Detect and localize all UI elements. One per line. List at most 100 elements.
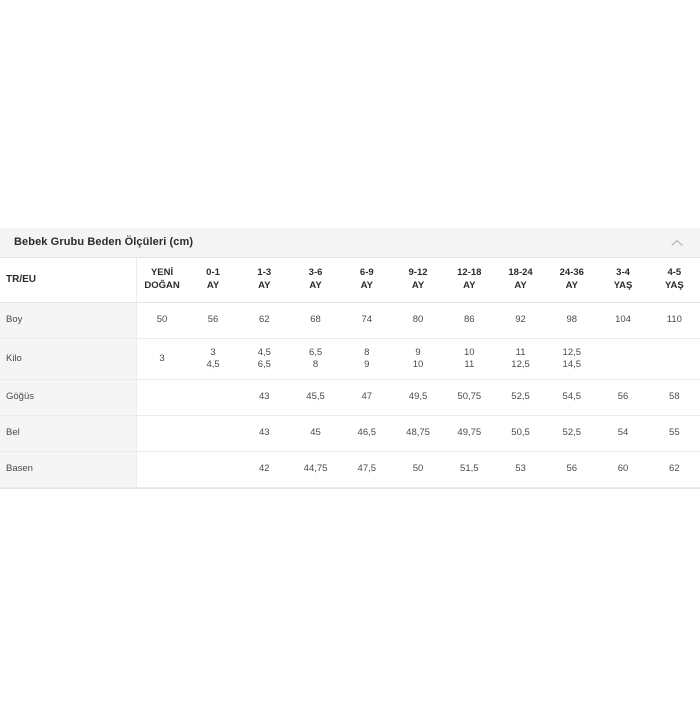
cell-value-line1: 11	[515, 346, 526, 358]
cell-value-line1: 12,5	[562, 346, 582, 358]
cell-value-line1: 44,75	[303, 463, 328, 475]
table-cell: 12,5 14,5	[546, 338, 598, 380]
column-header-line1: 18-24	[508, 267, 533, 279]
column-header-line2: AY	[360, 280, 373, 291]
column-header-line1: 0-1	[206, 267, 220, 279]
table-row: Basen 42 44,75 47,5 50 51,5 53 56 60 62	[0, 451, 700, 488]
cell-value-line1: 47,5	[357, 463, 377, 475]
cell-value-line1: 49,5	[408, 391, 428, 403]
cell-value-line1: 47	[361, 391, 373, 403]
cell-value-line1: 56	[617, 391, 629, 403]
cell-value-line2: 9	[364, 359, 370, 370]
column-header: 3-4 YAŞ	[597, 258, 649, 303]
cell-value-line1: 50,5	[511, 427, 530, 439]
cell-value-line2: 14,5	[562, 359, 582, 370]
cell-value-line1: 68	[310, 314, 321, 326]
table-cell: 4,5 6,5	[238, 338, 290, 380]
table-header-row: TR/EU YENİ DOĞAN 0-1 AY 1-3 AY 3-6	[0, 258, 700, 303]
table-cell: 10 11	[443, 338, 495, 380]
table-cell: 51,5	[443, 451, 495, 488]
cell-value-line1: 74	[361, 314, 373, 326]
table-header-row-group: TR/EU YENİ DOĞAN 0-1 AY 1-3 AY 3-6	[0, 258, 700, 303]
cell-value-line1: 43	[259, 391, 270, 403]
table-cell: 3 4,5	[187, 338, 239, 380]
column-header-line2: AY	[258, 280, 271, 291]
table-row: Boy 50 56 62 68 74 80 86 92 98 104 110	[0, 302, 700, 339]
cell-value-line1: 10	[464, 346, 475, 358]
cell-value-line1: 62	[259, 314, 270, 326]
table-bottom-border	[0, 488, 700, 489]
table-cell: 45	[289, 415, 342, 452]
column-header: 9-12 AY	[392, 258, 444, 303]
table-cell: 43	[238, 379, 290, 416]
cell-value-line1: 58	[669, 391, 680, 403]
cell-value-line1: 110	[666, 314, 682, 326]
column-header: 3-6 AY	[289, 258, 342, 303]
cell-value-line1: 50,75	[457, 391, 482, 403]
table-cell: 56	[546, 451, 598, 488]
column-header: YENİ DOĞAN	[136, 258, 188, 303]
cell-value-line1: 43	[259, 427, 270, 439]
cell-value-line1: 98	[566, 314, 578, 326]
cell-value-line2: 8	[312, 359, 319, 370]
column-header: 6-9 AY	[341, 258, 393, 303]
cell-value-line1: 49,75	[457, 427, 482, 439]
table-cell	[136, 415, 188, 452]
cell-value-line1: 62	[669, 463, 680, 475]
column-header: 12-18 AY	[443, 258, 495, 303]
cell-value-line1: 54,5	[562, 391, 582, 403]
page-top-whitespace	[0, 0, 700, 228]
cell-value-line1: 45,5	[306, 391, 325, 403]
cell-value-line1: 50	[412, 463, 424, 475]
size-measurements-table: TR/EU YENİ DOĞAN 0-1 AY 1-3 AY 3-6	[0, 258, 700, 488]
column-header-line2: DOĞAN	[144, 280, 180, 291]
table-cell: 62	[648, 451, 700, 488]
table-cell	[187, 415, 239, 452]
cell-value-line1: 8	[364, 346, 370, 358]
table-cell: 60	[597, 451, 649, 488]
table-cell	[597, 338, 649, 380]
table-cell: 47	[341, 379, 393, 416]
cell-value-line1: 56	[207, 314, 219, 326]
table-cell: 50,5	[494, 415, 547, 452]
cell-value-line1: 50	[156, 314, 168, 326]
cell-value-line2: 6,5	[257, 359, 271, 370]
cell-value-line1: 56	[566, 463, 578, 475]
column-header-line1: 3-6	[308, 267, 323, 279]
chevron-up-icon[interactable]	[668, 234, 686, 252]
table-row: Göğüs 43 45,5 47 49,5 50,75 52,5 54,5 56…	[0, 379, 700, 416]
table-cell: 80	[392, 302, 444, 339]
cell-value-line1: 51,5	[460, 463, 479, 475]
cell-value-line1: 80	[412, 314, 424, 326]
column-header: 4-5 YAŞ	[648, 258, 700, 303]
column-header-line1: 3-4	[616, 267, 630, 279]
table-row: Bel 43 45 46,5 48,75 49,75 50,5 52,5 54 …	[0, 415, 700, 452]
cell-value-line1: 53	[515, 463, 526, 475]
column-header: 18-24 AY	[494, 258, 547, 303]
cell-value-line1: 92	[515, 314, 526, 326]
accordion-header[interactable]: Bebek Grubu Beden Ölçüleri (cm)	[0, 228, 700, 258]
cell-value-line1: 48,75	[406, 427, 430, 439]
table-corner-header: TR/EU	[0, 258, 137, 303]
table-cell: 68	[289, 302, 342, 339]
table-cell: 49,5	[392, 379, 444, 416]
table-cell	[136, 379, 188, 416]
table-cell: 74	[341, 302, 393, 339]
table-cell: 56	[597, 379, 649, 416]
table-cell: 56	[187, 302, 239, 339]
table-cell: 44,75	[289, 451, 342, 488]
table-cell: 43	[238, 415, 290, 452]
cell-value-line2: 11	[464, 359, 475, 370]
row-label: Bel	[0, 415, 137, 452]
cell-value-line1: 4,5	[257, 346, 271, 358]
row-label: Boy	[0, 302, 137, 339]
table-cell: 48,75	[392, 415, 444, 452]
table-cell	[136, 451, 188, 488]
table-cell: 53	[494, 451, 547, 488]
table-cell: 104	[597, 302, 649, 339]
table-cell: 62	[238, 302, 290, 339]
column-header-line1: 9-12	[408, 267, 428, 279]
cell-value-line1: 55	[669, 427, 680, 439]
